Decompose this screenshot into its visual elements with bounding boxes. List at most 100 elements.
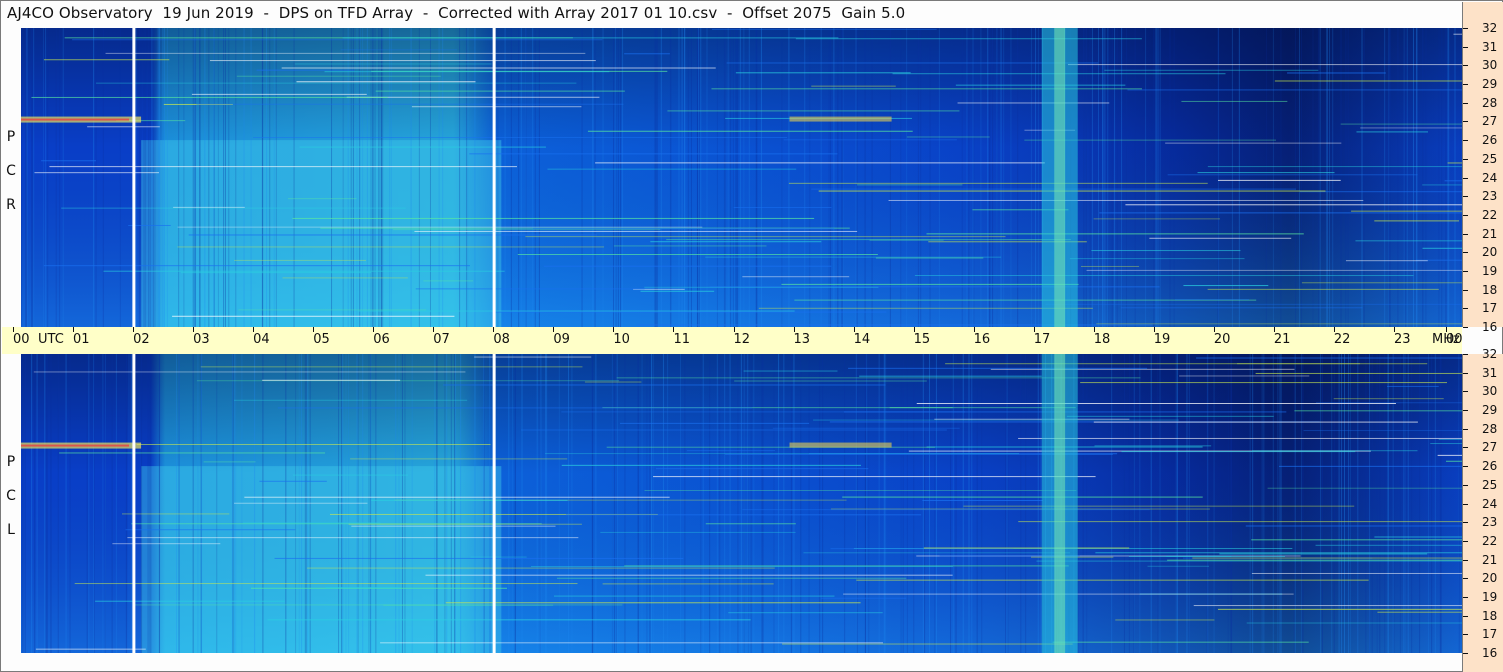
noise-streak bbox=[1121, 28, 1123, 327]
noise-streak bbox=[976, 354, 978, 653]
rfi-line bbox=[532, 228, 835, 230]
noise-streak bbox=[727, 28, 729, 327]
rfi-line bbox=[470, 556, 527, 558]
noise-streak bbox=[342, 354, 344, 653]
rfi-line bbox=[1193, 605, 1462, 607]
noise-streak bbox=[1406, 28, 1408, 327]
rfi-line bbox=[640, 290, 715, 292]
noise-streak bbox=[510, 28, 512, 327]
noise-streak bbox=[65, 354, 67, 653]
noise-streak bbox=[474, 354, 476, 653]
rfi-line bbox=[1278, 465, 1462, 467]
noise-streak bbox=[1082, 354, 1084, 653]
noise-streak bbox=[906, 354, 908, 653]
noise-streak bbox=[928, 354, 930, 653]
noise-streak bbox=[474, 28, 476, 327]
noise-streak bbox=[1206, 354, 1208, 653]
noise-streak bbox=[269, 28, 271, 327]
noise-streak bbox=[348, 354, 350, 653]
noise-streak bbox=[687, 28, 689, 327]
noise-streak bbox=[1111, 28, 1113, 327]
noise-streak bbox=[792, 354, 794, 653]
noise-streak bbox=[34, 354, 36, 653]
noise-streak bbox=[1365, 354, 1367, 653]
rfi-line bbox=[1197, 172, 1335, 174]
rfi-line bbox=[1246, 622, 1462, 624]
noise-streak bbox=[841, 28, 843, 327]
rfi-line bbox=[547, 168, 797, 170]
noise-streak bbox=[955, 354, 957, 653]
rfi-line bbox=[517, 253, 878, 255]
rfi-line bbox=[1217, 608, 1462, 610]
noise-streak bbox=[755, 28, 757, 327]
noise-streak bbox=[370, 354, 372, 653]
time-tick-label: 02 bbox=[133, 327, 150, 347]
noise-streak bbox=[266, 28, 268, 327]
noise-streak bbox=[740, 354, 742, 653]
noise-streak bbox=[418, 28, 420, 327]
rfi-line bbox=[350, 458, 568, 460]
noise-streak bbox=[223, 28, 225, 327]
rfi-line bbox=[795, 38, 1142, 40]
rfi-line bbox=[64, 37, 573, 39]
rfi-line bbox=[734, 380, 927, 382]
time-tick-label: 08 bbox=[493, 327, 510, 347]
time-tick-label: 23 bbox=[1393, 327, 1411, 347]
noise-streak bbox=[841, 28, 843, 327]
rfi-line bbox=[565, 514, 922, 516]
time-tick-label: 21 bbox=[1273, 327, 1291, 347]
noise-streak bbox=[1157, 28, 1159, 327]
rfi-line bbox=[781, 283, 1079, 285]
rfi-line bbox=[553, 595, 835, 597]
rfi-line bbox=[127, 537, 579, 539]
rfi-line bbox=[61, 207, 406, 209]
noise-streak bbox=[611, 354, 613, 653]
noise-streak bbox=[992, 28, 994, 327]
noise-streak bbox=[1458, 354, 1460, 653]
noise-streak bbox=[833, 28, 835, 327]
noise-streak bbox=[706, 28, 708, 327]
noise-streak bbox=[1341, 354, 1343, 653]
noise-streak bbox=[1108, 28, 1110, 327]
noise-streak bbox=[95, 28, 97, 327]
data-gap-line bbox=[492, 354, 496, 653]
noise-streak bbox=[1404, 354, 1406, 653]
noise-streak bbox=[1134, 28, 1136, 327]
noise-streak bbox=[540, 354, 542, 653]
noise-streak bbox=[652, 354, 654, 653]
noise-streak bbox=[637, 354, 639, 653]
noise-streak bbox=[1345, 28, 1347, 327]
noise-streak bbox=[747, 354, 749, 653]
noise-streak bbox=[1319, 28, 1321, 327]
rfi-line bbox=[203, 461, 256, 463]
noise-streak bbox=[342, 28, 344, 327]
noise-streak bbox=[906, 28, 908, 327]
noise-streak bbox=[670, 28, 672, 327]
rfi-line bbox=[939, 555, 1080, 557]
noise-streak bbox=[900, 28, 902, 327]
rfi-line bbox=[1093, 421, 1418, 423]
noise-streak bbox=[989, 28, 991, 327]
rfi-line bbox=[655, 468, 869, 470]
noise-streak bbox=[93, 28, 95, 327]
noise-streak bbox=[724, 354, 726, 653]
noise-streak bbox=[654, 28, 656, 327]
rfi-line bbox=[234, 399, 468, 401]
noise-streak bbox=[830, 28, 832, 327]
rfi-line bbox=[163, 103, 233, 105]
noise-streak bbox=[434, 354, 436, 653]
rfi-line bbox=[914, 275, 1414, 277]
rfi-line bbox=[783, 139, 957, 141]
strong-signal-band bbox=[789, 116, 892, 122]
noise-streak bbox=[518, 28, 520, 327]
strong-signal-band bbox=[789, 442, 892, 448]
noise-streak bbox=[698, 28, 700, 327]
noise-streak bbox=[1128, 354, 1130, 653]
noise-streak bbox=[347, 28, 349, 327]
noise-streak bbox=[1331, 354, 1333, 653]
noise-streak bbox=[1159, 354, 1161, 653]
noise-streak bbox=[176, 354, 178, 653]
rfi-line bbox=[525, 236, 1006, 238]
noise-streak bbox=[800, 354, 802, 653]
noise-streak bbox=[536, 354, 538, 653]
